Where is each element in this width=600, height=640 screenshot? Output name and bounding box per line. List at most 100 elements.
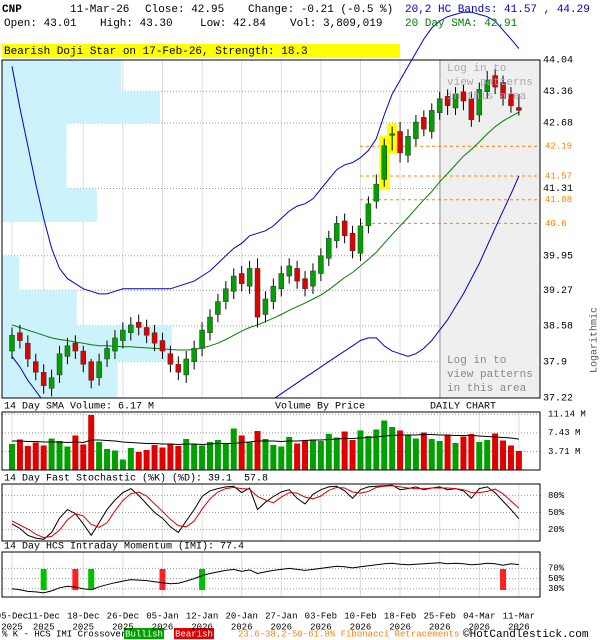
y-tick-label: 37.22 (543, 394, 573, 405)
volume-bar (436, 441, 443, 470)
volume-bar (286, 437, 293, 470)
volume-bar (389, 427, 396, 470)
volume-bar (151, 445, 158, 470)
volume-bar (500, 440, 507, 470)
panel-title: 14 Day Fast Stochastic (%K) (%D): 39.1 5… (4, 473, 268, 485)
candle-body (365, 203, 372, 227)
candle-body (468, 98, 475, 120)
x-tick-label: 11-Dec (27, 611, 59, 621)
candle-body (191, 348, 197, 362)
candle-body (33, 361, 39, 373)
candle-body (294, 268, 300, 282)
y-tick-label: 30% (548, 584, 565, 594)
volume-bar (32, 442, 39, 470)
volume-bar (365, 436, 372, 470)
candle-body (389, 133, 395, 136)
candle-body (175, 364, 182, 373)
crossover-signal (159, 569, 166, 590)
candle-body (254, 268, 261, 318)
volume-bar (317, 441, 324, 470)
candle-body (333, 223, 340, 242)
volume-bar (199, 445, 206, 470)
candle-body (444, 96, 451, 106)
candle-body (120, 329, 126, 341)
login-note: Log in to (447, 63, 506, 75)
candle-body (80, 350, 87, 365)
candle-body (48, 377, 55, 389)
open: Open: 43.01 (4, 18, 77, 30)
x-tick-label: 04-Mar (463, 611, 495, 621)
volume-bar (24, 446, 31, 470)
volume-bar (48, 438, 55, 470)
candle-body (135, 322, 142, 328)
volume-bar (381, 420, 388, 470)
fib-label: 42.19 (545, 142, 572, 152)
volume-bar (397, 430, 404, 470)
volume-bar (262, 439, 269, 470)
volume-bar (373, 429, 380, 470)
login-note: Log in to (447, 355, 506, 367)
volume-bar (96, 442, 103, 470)
volume-bar (492, 433, 499, 470)
candle-body (516, 107, 522, 111)
volume-bar (349, 440, 356, 470)
overlay-line (11, 175, 520, 398)
crossover-label: % K - HCS IMI Crossover: (2, 629, 132, 639)
volume-panel (1, 411, 541, 471)
x-tick-year: 2026 (468, 622, 490, 632)
volume-bar (444, 435, 451, 470)
y-tick-label: 20% (548, 525, 565, 535)
x-tick-year: 2026 (508, 622, 530, 632)
candle-body (429, 110, 435, 132)
volume-bar (111, 450, 118, 470)
candle-body (104, 348, 110, 360)
volume-bar (476, 442, 483, 470)
volume-bar (484, 440, 491, 470)
candle-body (88, 361, 94, 381)
panel-title: 14 Day SMA Volume: 6.17 M (4, 401, 154, 413)
volume: Vol: 3,809,019 (290, 18, 382, 30)
volume-bar (405, 435, 411, 470)
x-tick-year: 2025 (33, 622, 55, 632)
y-tick-label: 44.04 (543, 56, 573, 67)
volume-bar (246, 442, 253, 470)
volume-bar (143, 450, 150, 470)
volume-bar (56, 441, 63, 470)
candle-body (413, 121, 419, 139)
x-tick-label: 18-Feb (384, 611, 416, 621)
x-tick-year: 2025 (112, 622, 134, 632)
y-tick-label: 37.9 (543, 357, 567, 368)
candle-body (341, 220, 348, 237)
high: High: 43.30 (100, 18, 173, 30)
volume-bar (40, 445, 47, 470)
x-tick-label: 11-Mar (503, 611, 535, 621)
candle-body (310, 270, 316, 287)
x-tick-year: 2026 (152, 622, 174, 632)
candle-body (167, 353, 174, 365)
volume-bar (341, 431, 348, 470)
candle-body (326, 238, 332, 259)
close: Close: 42.95 (145, 4, 224, 16)
price-panel (1, 59, 541, 399)
x-tick-year: 2025 (1, 622, 23, 632)
volume-bar (191, 444, 198, 470)
candle-body (128, 324, 134, 333)
x-tick-label: 10-Feb (344, 611, 376, 621)
y-tick-label: 50% (548, 574, 565, 584)
volume-bar (507, 445, 514, 470)
volume-by-price-bar (2, 155, 67, 189)
candle-body (381, 145, 387, 180)
x-tick-year: 2026 (310, 622, 332, 632)
candle-body (508, 93, 514, 106)
x-tick-label: 05-Dec (0, 611, 28, 621)
volume-bar (278, 446, 285, 470)
candle-body (17, 332, 23, 341)
x-tick-year: 2026 (389, 622, 411, 632)
volume-bar (452, 443, 459, 470)
annotation: Volume By Price (275, 401, 365, 413)
bands-legend: 20,2 HC Bands: 41.57 , 44.29 (405, 4, 590, 16)
fib-label: 41.57 (545, 171, 572, 181)
overlay-line (11, 11, 520, 295)
x-tick-year: 2025 (72, 622, 94, 632)
stochastic-panel (1, 483, 541, 542)
